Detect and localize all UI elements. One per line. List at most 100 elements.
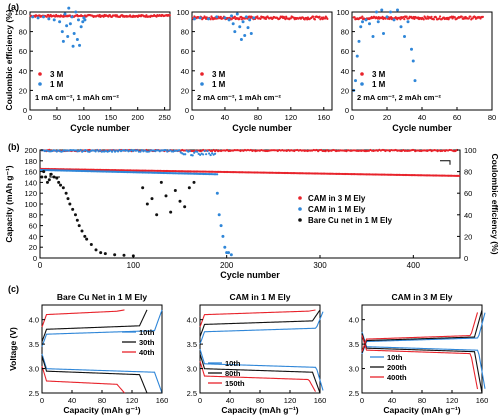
panel-a1-point-1m (79, 25, 83, 29)
panel-a3-point-1m (355, 54, 359, 58)
panel-a3-point-3m (381, 15, 384, 18)
panel-b-point-bare-cu (85, 237, 89, 241)
panel-b-point-bare-cu (187, 186, 191, 190)
panel-a1-point-1m (61, 39, 65, 43)
panel-a3-point-1m (406, 20, 410, 24)
panel-b-ce-1m (193, 151, 196, 154)
panel-c1-ytick-label: 4.0 (29, 316, 39, 325)
panel-b-ce-1m (208, 152, 211, 155)
panel-a3-point-1m (368, 22, 371, 26)
panel-a2-point-3m (209, 18, 212, 21)
panel-b-point-bare-cu (80, 229, 84, 233)
panel-c3-xtick-label: 120 (446, 396, 459, 405)
panel-c2-xtick-label: 160 (314, 396, 327, 405)
panel-a3-point-3m (422, 18, 425, 21)
panel-a3-point-1m (410, 47, 413, 51)
panel-a2-legend-3m: 3 M (212, 70, 226, 79)
panel-b-frame (39, 149, 461, 259)
panel-a2-point-3m (313, 18, 317, 21)
panel-b-legend-marker (298, 196, 302, 200)
panel-c3-discharge-curve (361, 335, 479, 390)
panel-b-point-bare-cu (77, 224, 81, 228)
panel-b-ce-1m (205, 153, 208, 156)
panel-label-a: (a) (8, 2, 19, 12)
panel-a1-xtick-label: 250 (158, 113, 171, 122)
panel-b-point-bare-cu (155, 213, 159, 217)
panel-a1-xtick-label: 100 (78, 113, 91, 122)
panel-b-ce-1m (99, 149, 102, 152)
panel-c2-discharge-curve (199, 353, 321, 394)
panel-a3-point-3m (399, 18, 402, 21)
panel-a3-point-1m (357, 39, 361, 43)
panel-c1-legend-label: 30th (139, 338, 155, 347)
panel-c1-ytick-label: 3.0 (29, 365, 39, 374)
panel-b-point-bare-cu (75, 218, 79, 222)
panel-c3-xtick-label: 0 (360, 396, 364, 405)
panel-a3-point-3m (403, 18, 406, 21)
panel-a-ylabel: Coulombic efficiency (%) (4, 9, 14, 110)
panel-a3-point-3m (467, 17, 470, 20)
panel-a3-point-1m (396, 8, 399, 12)
panel-a1-point-1m (83, 18, 87, 22)
panel-b-point-bare-cu (192, 180, 196, 184)
panel-a3-point-1m (371, 35, 375, 38)
panel-a1-xtick-label: 200 (131, 113, 144, 122)
panel-c3-legend-label: 10th (387, 353, 403, 362)
panel-b-ce-3m (315, 148, 318, 152)
panel-a1-legend-3m: 3 M (50, 70, 64, 79)
panel-b-right-ytick-label: 80 (464, 168, 472, 177)
panel-b-point-bare-cu (64, 191, 68, 195)
panel-a2-point-3m (238, 17, 241, 21)
panel-c3-ytick-label: 3.5 (349, 340, 359, 349)
panel-c1-discharge-curve (41, 365, 125, 394)
panel-b-right-axis-arrow (440, 160, 451, 165)
panel-c2-charge-curve (199, 311, 324, 345)
panel-a3-point-3m (361, 15, 364, 18)
panel-a3-point-3m (412, 15, 415, 19)
panel-a2-point-1m (231, 22, 235, 26)
panel-a1-legend-1m: 1 M (50, 80, 64, 89)
panel-a3-point-1m (403, 35, 406, 38)
panel-b-ce-1m (116, 150, 120, 153)
panel-b-ce-3m (412, 148, 415, 152)
panel-c2-charge-curve (199, 309, 321, 337)
panel-a3-ytick-label: 60 (341, 47, 349, 56)
panel-a1-frame (29, 11, 171, 111)
panel-a2-point-3m (312, 15, 315, 18)
panel-a1-ytick-label: 80 (19, 28, 27, 37)
panel-c2-discharge-curve (199, 348, 324, 391)
panel-a2-annotation: 2 mA cm⁻², 1 mAh cm⁻² (197, 93, 281, 102)
panel-b-left-ytick-label: 180 (24, 157, 37, 166)
panel-a3-xtick-label: 0 (350, 113, 354, 122)
panel-b-ce-1m (94, 150, 97, 153)
panel-b-ylabel-right: Coulombic efficiency (%) (490, 153, 500, 254)
panel-a2-point-1m (235, 12, 239, 16)
panel-c3-xtick-label: 160 (476, 396, 489, 405)
panel-a1-xlabel: Cycle number (70, 123, 130, 133)
panel-a2-point-1m (252, 16, 256, 20)
panel-c1-xtick-label: 40 (68, 396, 76, 405)
panel-a2-xlabel: Cycle number (232, 123, 292, 133)
panel-a3-point-1m (376, 20, 380, 24)
panel-a2-point-1m (227, 18, 231, 22)
panel-b-left-ytick-label: 0 (33, 254, 37, 263)
panel-a2-point-1m (198, 16, 202, 20)
panel-b-left-ytick-label: 20 (29, 243, 37, 252)
panel-a3-point-1m (364, 18, 368, 22)
panel-a1-point-1m (76, 18, 80, 22)
panel-b-point-bare-cu (173, 189, 177, 192)
panel-b-ce-1m-drop (227, 251, 231, 255)
panel-a3-ytick-label: 40 (341, 67, 349, 76)
panel-a3-xtick-label: 60 (453, 113, 461, 122)
panel-a3-point-3m (430, 15, 433, 18)
panel-b-ce-1m (79, 148, 82, 152)
panel-c1-ytick-label: 2.5 (29, 389, 39, 398)
panel-a2-point-3m (248, 15, 251, 18)
panel-a3-point-3m (481, 15, 484, 18)
panel-a2-ytick-label: 60 (181, 47, 189, 56)
panel-b-ce-1m (202, 153, 205, 156)
panel-c1-charge-curve (41, 309, 148, 342)
panel-a3-point-1m (380, 8, 384, 12)
panel-b-ce-1m (211, 152, 214, 155)
